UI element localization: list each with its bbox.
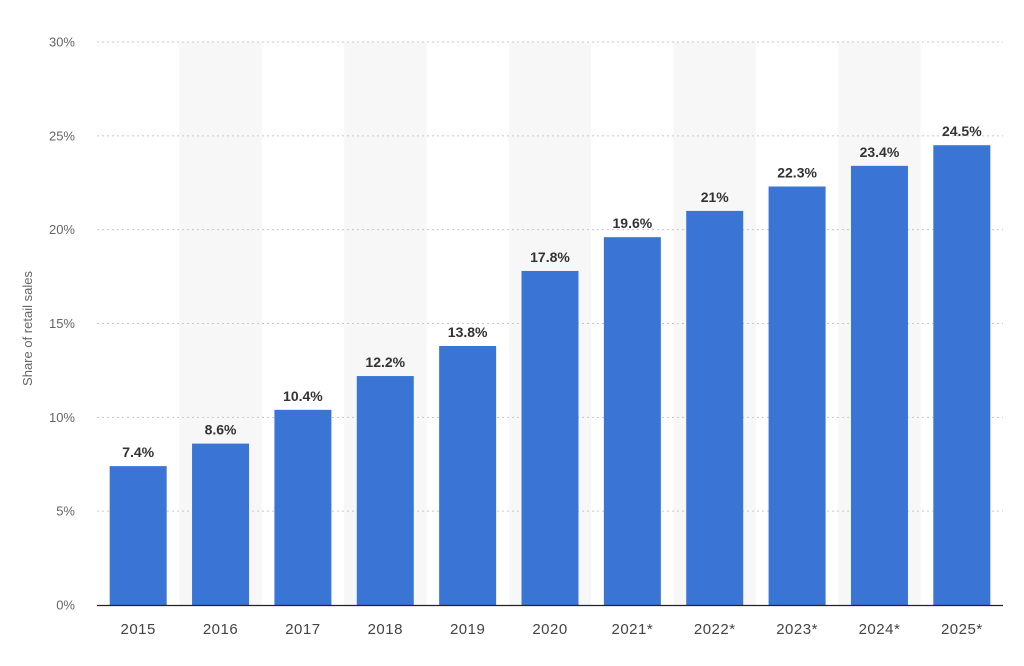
y-tick-label: 15% <box>49 316 75 331</box>
data-label: 12.2% <box>365 354 405 370</box>
x-tick-label: 2024* <box>859 621 901 638</box>
y-tick-label: 20% <box>49 222 75 237</box>
data-label: 7.4% <box>122 444 154 460</box>
bar[interactable] <box>521 270 579 605</box>
bar[interactable] <box>109 466 167 605</box>
x-tick-label: 2020 <box>532 621 567 638</box>
y-tick-label: 5% <box>56 504 75 519</box>
x-tick-label: 2023* <box>776 621 818 638</box>
bar[interactable] <box>686 210 744 605</box>
y-tick-label: 10% <box>49 410 75 425</box>
bar[interactable] <box>603 237 661 605</box>
y-tick-label: 30% <box>49 35 75 50</box>
bars <box>109 145 991 606</box>
bar[interactable] <box>933 145 991 605</box>
x-tick-label: 2025* <box>941 621 983 638</box>
bar[interactable] <box>439 346 497 605</box>
bar[interactable] <box>850 165 908 606</box>
x-tick-label: 2021* <box>612 621 654 638</box>
x-axis-ticks: 2015 2016 2017 2018 2019 2020 2021* 2022* 2023* 2… <box>120 621 982 638</box>
x-tick-label: 2019 <box>450 621 485 638</box>
y-tick-label: 0% <box>56 598 75 613</box>
data-labels: 7.4% 8.6% 10.4% 12.2% 13.8% 17.8% 19.6% 21% 22.3… <box>122 123 982 460</box>
data-label: 24.5% <box>942 123 982 139</box>
data-label: 17.8% <box>530 249 570 265</box>
x-tick-label: 2015 <box>120 621 155 638</box>
data-label: 19.6% <box>613 215 653 231</box>
data-label: 21% <box>701 189 730 205</box>
data-label: 23.4% <box>860 144 900 160</box>
y-axis-title: Share of retail sales <box>20 271 35 386</box>
bar[interactable] <box>192 443 250 605</box>
bar[interactable] <box>356 376 414 605</box>
data-label: 13.8% <box>448 324 488 340</box>
x-tick-label: 2018 <box>368 621 403 638</box>
x-tick-label: 2016 <box>203 621 238 638</box>
data-label: 22.3% <box>777 165 817 181</box>
x-tick-label: 2017 <box>285 621 320 638</box>
data-label: 8.6% <box>205 422 237 438</box>
x-tick-label: 2022* <box>694 621 736 638</box>
bar[interactable] <box>768 186 826 605</box>
y-tick-label: 25% <box>49 128 75 143</box>
bar[interactable] <box>274 409 332 605</box>
data-label: 10.4% <box>283 388 323 404</box>
y-axis-ticks: 0% 5% 10% 15% 20% 25% 30% <box>49 35 75 613</box>
